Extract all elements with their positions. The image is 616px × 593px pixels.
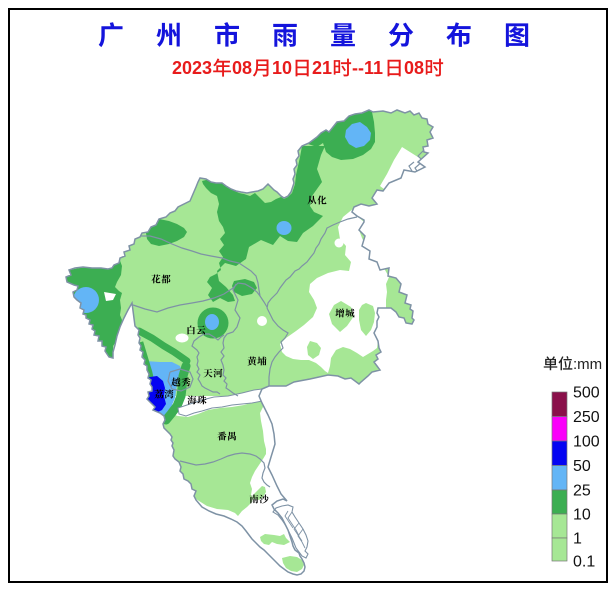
svg-text:500: 500 bbox=[573, 385, 600, 402]
svg-text:250: 250 bbox=[573, 409, 600, 426]
svg-text:21: 21 bbox=[312, 58, 332, 78]
svg-text:2023: 2023 bbox=[172, 58, 212, 78]
svg-text:50: 50 bbox=[573, 458, 591, 475]
svg-text:08: 08 bbox=[232, 58, 252, 78]
svg-text:10: 10 bbox=[272, 58, 292, 78]
svg-text:10: 10 bbox=[573, 507, 591, 524]
svg-text:--: -- bbox=[352, 58, 364, 78]
svg-text:25: 25 bbox=[573, 483, 591, 500]
svg-text:11: 11 bbox=[364, 58, 383, 78]
svg-text:08: 08 bbox=[404, 58, 424, 78]
svg-text:100: 100 bbox=[573, 434, 600, 451]
svg-text:1: 1 bbox=[573, 531, 582, 548]
svg-text::mm: :mm bbox=[573, 356, 602, 373]
svg-text:0.1: 0.1 bbox=[573, 554, 595, 571]
